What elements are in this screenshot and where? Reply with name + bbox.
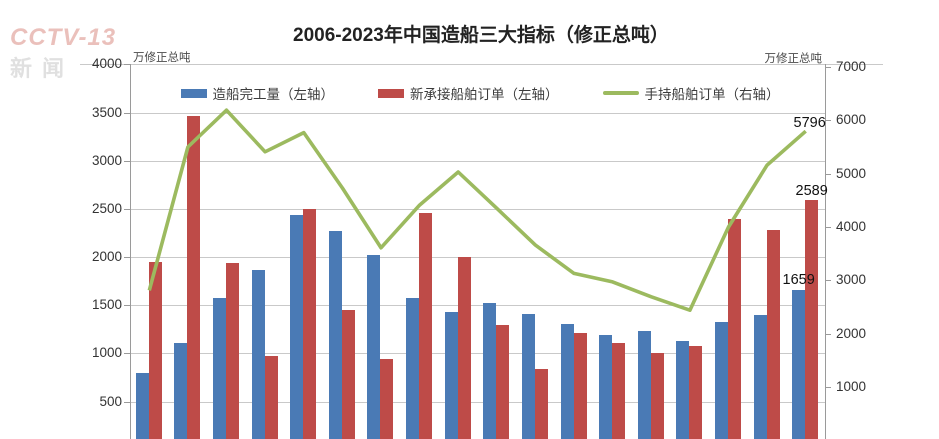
right-axis-tick [825,174,831,175]
left-axis-tick-label: 3000 [91,153,122,168]
bar-2023-completions [792,289,806,439]
red-bar-swatch-icon [378,88,404,98]
chart-title: 2006-2023年中国造船三大指标（修正总吨） [293,25,669,46]
right-axis-unit: 万修正总吨 [764,53,823,65]
gridline-1500 [130,305,825,306]
bar-2013-completions [406,298,420,439]
left-axis-tick-label: 2500 [91,201,122,216]
legend-label: 新承接船舶订单（左轴） [410,87,559,102]
bar-2019-new-orders [650,353,664,439]
right-axis-tick [825,334,831,335]
gridline-3500 [130,113,825,114]
left-axis-tick [124,353,130,354]
left-axis-tick-label: 2000 [91,249,122,264]
bar-2012-completions [367,255,381,439]
left-axis-tick [124,161,130,162]
bar-2006-completions [135,372,149,439]
data-label-1659: 1659 [782,272,815,288]
bar-2009-completions [251,269,265,439]
bar-2008-new-orders [226,262,240,439]
blue-bar-swatch-icon [180,88,207,98]
left-axis-tick [124,402,130,403]
bar-2021-new-orders [727,218,741,439]
gridline-2000 [130,257,825,258]
bar-2021-completions [714,321,728,439]
right-axis-tick-label: 2000 [836,326,867,341]
gridline-1000 [130,353,825,354]
left-axis-tick [124,305,130,306]
right-axis-tick [825,280,831,281]
data-label-5796: 5796 [793,115,826,131]
left-axis-unit: 万修正总吨 [133,52,191,64]
right-axis-tick [825,120,831,121]
left-axis-tick-label: 1500 [91,297,122,312]
legend-item-new-orders: 新承接船舶订单（左轴） [378,83,559,103]
left-axis-tick-label: 4000 [91,56,122,71]
bar-2015-completions [483,303,497,439]
bar-2012-new-orders [380,359,394,439]
bar-2009-new-orders [264,356,278,439]
gridline-4000 [80,64,883,65]
chart-legend: 造船完工量（左轴） 新承接船舶订单（左轴） 手持船舶订单（右轴） [130,82,830,104]
gridline-500 [130,402,825,403]
right-axis-tick-label: 4000 [836,219,867,234]
bar-2019-completions [637,331,651,439]
bar-2020-new-orders [689,345,703,439]
bar-2008-completions [213,298,227,439]
bar-2016-new-orders [534,368,548,439]
legend-label: 造船完工量（左轴） [212,87,335,102]
bar-2023-new-orders [805,200,819,439]
data-label-2589: 2589 [795,183,828,199]
gridline-3000 [130,161,825,162]
bar-2010-new-orders [303,208,317,439]
bar-2006-new-orders [148,261,162,439]
gridline-2500 [130,209,825,210]
bar-2018-completions [599,335,613,439]
left-axis-tick-label: 500 [99,394,122,409]
bar-2017-new-orders [573,333,587,439]
left-axis-tick [124,113,130,114]
right-axis-tick [825,227,831,228]
bar-2014-completions [444,311,458,439]
bar-2016-completions [521,313,535,439]
bar-2022-completions [753,314,767,439]
left-axis-tick [124,209,130,210]
bar-2007-completions [174,342,188,439]
bar-2011-completions [328,231,342,439]
left-axis-tick-label: 1000 [91,345,122,360]
right-axis-tick-label: 5000 [836,166,867,181]
right-axis-tick [825,67,831,68]
bar-2022-new-orders [766,230,780,439]
legend-label: 手持船舶订单（右轴） [644,87,780,102]
right-axis-tick [825,387,831,388]
bar-2011-new-orders [341,310,355,439]
right-axis-tick-label: 6000 [836,112,867,127]
right-axis-tick-label: 3000 [836,272,867,287]
left-axis-tick [124,64,130,65]
bar-2018-new-orders [612,342,626,439]
right-axis-line [825,64,826,439]
left-axis-line [130,64,131,439]
bar-2020-completions [676,340,690,439]
left-axis-tick-label: 3500 [91,105,122,120]
right-axis-tick-label: 7000 [836,59,867,74]
legend-item-order-backlog: 手持船舶订单（右轴） [602,83,780,103]
bar-2010-completions [290,214,304,439]
legend-item-completions: 造船完工量（左轴） [180,83,335,103]
bar-2017-completions [560,323,574,439]
bar-2007-new-orders [187,116,201,439]
right-axis-tick-label: 1000 [836,379,867,394]
bar-2013-new-orders [419,212,433,439]
bar-2014-new-orders [457,257,471,439]
left-axis-tick [124,257,130,258]
green-line-swatch-icon [602,91,639,95]
bar-2015-new-orders [496,324,510,439]
